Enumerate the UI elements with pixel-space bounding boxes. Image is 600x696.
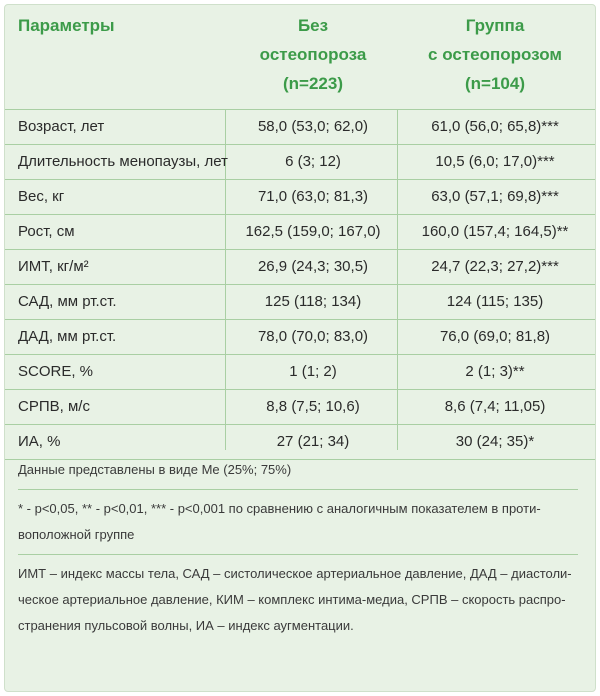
row-value-no-osteoporosis: 26,9 (24,3; 30,5): [257, 258, 369, 275]
row-value-osteoporosis: 8,6 (7,4; 11,05): [444, 398, 546, 415]
table-body: Возраст, лет 58,0 (53,0; 62,0) 61,0 (56,…: [5, 109, 595, 460]
row-parameter: Вес, кг: [18, 188, 65, 205]
table-row: ИА, % 27 (21; 34) 30 (24; 35)*: [5, 424, 595, 460]
header-col2-line: Группа: [465, 16, 525, 35]
table-row: ИМТ, кг/м² 26,9 (24,3; 30,5) 24,7 (22,3;…: [5, 249, 595, 284]
header-col1-line: (n=223): [283, 74, 343, 93]
row-parameter: САД, мм рт.ст.: [18, 293, 117, 310]
table-row: Длительность менопаузы, лет 6 (3; 12) 10…: [5, 144, 595, 179]
column-divider: [225, 109, 226, 450]
row-parameter: ДАД, мм рт.ст.: [18, 328, 117, 345]
row-parameter: SCORE, %: [18, 363, 94, 380]
row-parameter: Рост, см: [18, 223, 75, 240]
row-value-no-osteoporosis: 1 (1; 2): [289, 363, 337, 380]
note-abbreviations-line: странения пульсовой волны, ИА – индекс а…: [18, 618, 354, 633]
table-row: SCORE, % 1 (1; 2) 2 (1; 3)**: [5, 354, 595, 389]
row-parameter: ИМТ, кг/м²: [18, 258, 89, 275]
note-significance: * - p<0,05, ** - p<0,01, *** - p<0,001 п…: [18, 489, 578, 548]
header-osteoporosis-group: Группа с остеопорозом (n=104): [400, 11, 590, 98]
row-parameter: Возраст, лет: [18, 118, 105, 135]
table-row: Вес, кг 71,0 (63,0; 81,3) 63,0 (57,1; 69…: [5, 179, 595, 214]
table-row: САД, мм рт.ст. 125 (118; 134) 124 (115; …: [5, 284, 595, 319]
table-notes: Данные представлены в виде Me (25%; 75%)…: [18, 457, 578, 639]
table-card: Параметры Без остеопороза (n=223) Группа…: [4, 4, 596, 692]
row-value-osteoporosis: 24,7 (22,3; 27,2)***: [431, 258, 559, 275]
note-abbreviations: ИМТ – индекс массы тела, САД – систоличе…: [18, 554, 578, 639]
row-parameter: Длительность менопаузы, лет: [18, 153, 228, 170]
note-abbreviations-line: ческое артериальное давление, КИМ – комп…: [18, 592, 566, 607]
note-significance-line: * - p<0,05, ** - p<0,01, *** - p<0,001 п…: [18, 501, 541, 516]
row-value-osteoporosis: 160,0 (157,4; 164,5)**: [421, 223, 569, 240]
row-parameter: ИА, %: [18, 433, 61, 450]
row-value-osteoporosis: 63,0 (57,1; 69,8)***: [431, 188, 559, 205]
row-parameter: СРПВ, м/с: [18, 398, 90, 415]
note-significance-line: воположной группе: [18, 527, 135, 542]
table-row: ДАД, мм рт.ст. 78,0 (70,0; 83,0) 76,0 (6…: [5, 319, 595, 354]
row-value-osteoporosis: 76,0 (69,0; 81,8): [439, 328, 551, 345]
table-header: Параметры Без остеопороза (n=223) Группа…: [5, 5, 595, 109]
row-value-no-osteoporosis: 125 (118; 134): [264, 293, 362, 310]
table-row: Рост, см 162,5 (159,0; 167,0) 160,0 (157…: [5, 214, 595, 249]
header-col1-line: остеопороза: [259, 45, 367, 64]
row-value-no-osteoporosis: 8,8 (7,5; 10,6): [266, 398, 360, 415]
header-col2-line: с остеопорозом: [428, 45, 562, 64]
row-value-osteoporosis: 61,0 (56,0; 65,8)***: [431, 118, 559, 135]
table-row: Возраст, лет 58,0 (53,0; 62,0) 61,0 (56,…: [5, 109, 595, 144]
column-divider: [397, 109, 398, 450]
row-value-osteoporosis: 10,5 (6,0; 17,0)***: [435, 153, 555, 170]
header-parameters: Параметры: [18, 16, 115, 35]
header-col2-line: (n=104): [465, 74, 525, 93]
header-col1-line: Без: [297, 16, 329, 35]
note-data-format: Данные представлены в виде Me (25%; 75%): [18, 462, 292, 477]
row-value-no-osteoporosis: 71,0 (63,0; 81,3): [257, 188, 369, 205]
header-no-osteoporosis: Без остеопороза (n=223): [233, 11, 393, 98]
row-value-osteoporosis: 30 (24; 35)*: [455, 433, 535, 450]
row-value-no-osteoporosis: 27 (21; 34): [276, 433, 350, 450]
row-value-osteoporosis: 2 (1; 3)**: [465, 363, 525, 380]
table-row: СРПВ, м/с 8,8 (7,5; 10,6) 8,6 (7,4; 11,0…: [5, 389, 595, 424]
row-value-no-osteoporosis: 162,5 (159,0; 167,0): [245, 223, 381, 240]
note-abbreviations-line: ИМТ – индекс массы тела, САД – систоличе…: [18, 566, 572, 581]
row-value-no-osteoporosis: 78,0 (70,0; 83,0): [257, 328, 369, 345]
row-value-osteoporosis: 124 (115; 135): [446, 293, 544, 310]
row-value-no-osteoporosis: 58,0 (53,0; 62,0): [257, 118, 369, 135]
row-value-no-osteoporosis: 6 (3; 12): [285, 153, 341, 170]
